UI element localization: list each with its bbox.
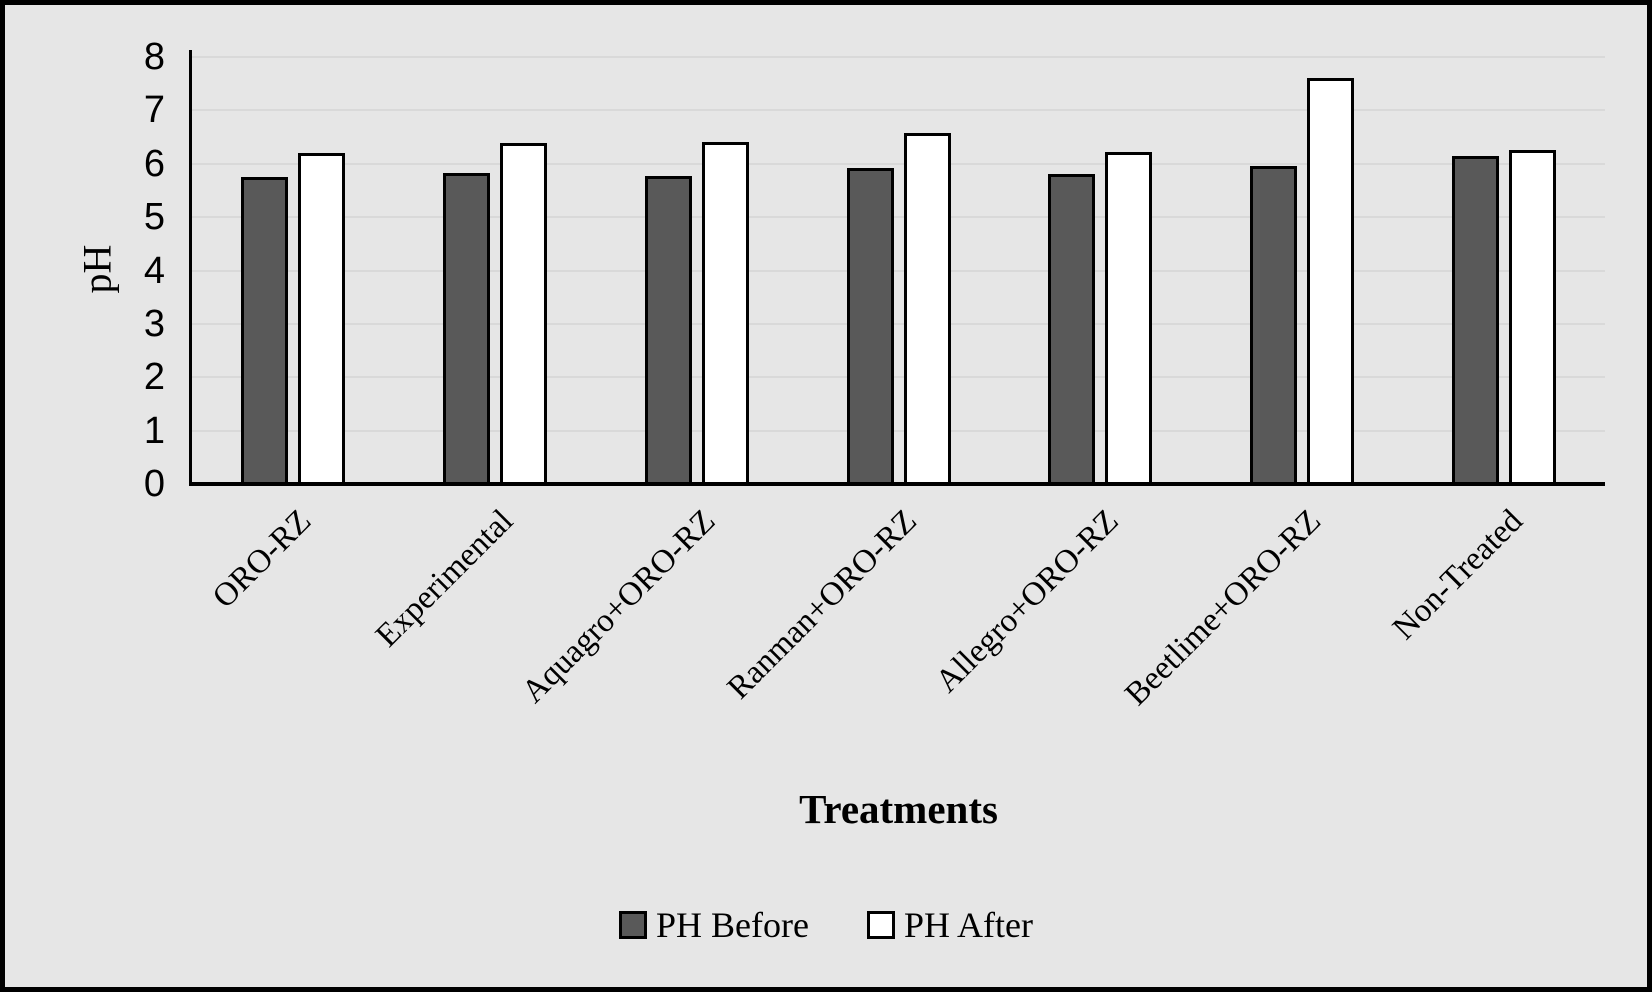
y-axis-tick-label-2: 2 [143, 356, 165, 399]
x-axis-label-non-treated: Non-Treated [1385, 503, 1530, 647]
bar-ph-after-oro-rz [297, 153, 345, 484]
x-axis-label-allegro-oro-rz: Allegro+ORO-RZ [929, 503, 1126, 700]
x-axis-label-aquagro-oro-rz: Aquagro+ORO-RZ [514, 503, 723, 711]
bar-ph-after-non-treated [1509, 150, 1557, 484]
bar-ph-after-ranman-oro-rz [903, 133, 951, 484]
bar-ph-before-ranman-oro-rz [846, 167, 894, 484]
gridline-6 [192, 162, 1605, 165]
legend-swatch-ph-after [866, 911, 895, 939]
legend-item-ph-after: PH After [866, 903, 1033, 947]
plot-area [189, 50, 1605, 486]
bar-ph-before-non-treated [1452, 155, 1500, 484]
y-axis-tick-label-5: 5 [143, 196, 165, 239]
y-axis-line [189, 50, 192, 484]
x-axis-label-ranman-oro-rz: Ranman+ORO-RZ [720, 503, 924, 707]
y-axis-tick-label-1: 1 [143, 409, 165, 452]
y-axis-tick-label-8: 8 [143, 36, 165, 78]
legend-swatch-ph-before [619, 911, 648, 939]
bar-ph-before-aquagro-oro-rz [644, 176, 692, 484]
gridline-2 [192, 376, 1605, 379]
y-axis-tick-label-4: 4 [143, 249, 165, 292]
legend-item-ph-before: PH Before [619, 903, 809, 947]
gridline-8 [192, 56, 1605, 58]
x-axis-title: Treatments [799, 786, 998, 832]
x-axis-label-beetlime-oro-rz: Beetlime+ORO-RZ [1117, 503, 1328, 713]
bar-ph-before-oro-rz [240, 177, 288, 484]
bar-ph-before-allegro-oro-rz [1048, 174, 1096, 484]
legend: PH Before PH After [5, 903, 1647, 947]
gridline-7 [192, 109, 1605, 112]
x-axis-label-experimental: Experimental [369, 503, 521, 655]
x-axis-label-oro-rz: ORO-RZ [206, 503, 319, 616]
y-axis-tick-label-6: 6 [143, 142, 165, 185]
y-axis-tick-label-7: 7 [143, 89, 165, 132]
gridline-1 [192, 429, 1605, 432]
legend-label-ph-after: PH After [903, 905, 1033, 945]
bar-ph-after-beetlime-oro-rz [1307, 78, 1355, 484]
bar-ph-after-aquagro-oro-rz [701, 142, 749, 484]
gridline-5 [192, 216, 1605, 219]
gridline-4 [192, 269, 1605, 272]
y-axis-tick-label-3: 3 [143, 302, 165, 345]
gridline-3 [192, 322, 1605, 325]
bar-ph-after-allegro-oro-rz [1105, 152, 1153, 484]
y-axis-tick-label-0: 0 [143, 463, 165, 505]
bar-ph-before-beetlime-oro-rz [1250, 166, 1298, 484]
legend-label-ph-before: PH Before [656, 905, 809, 945]
y-axis-title: pH [74, 244, 120, 294]
x-axis-line [189, 482, 1605, 486]
bar-ph-before-experimental [442, 172, 490, 484]
bar-ph-after-experimental [499, 143, 547, 484]
